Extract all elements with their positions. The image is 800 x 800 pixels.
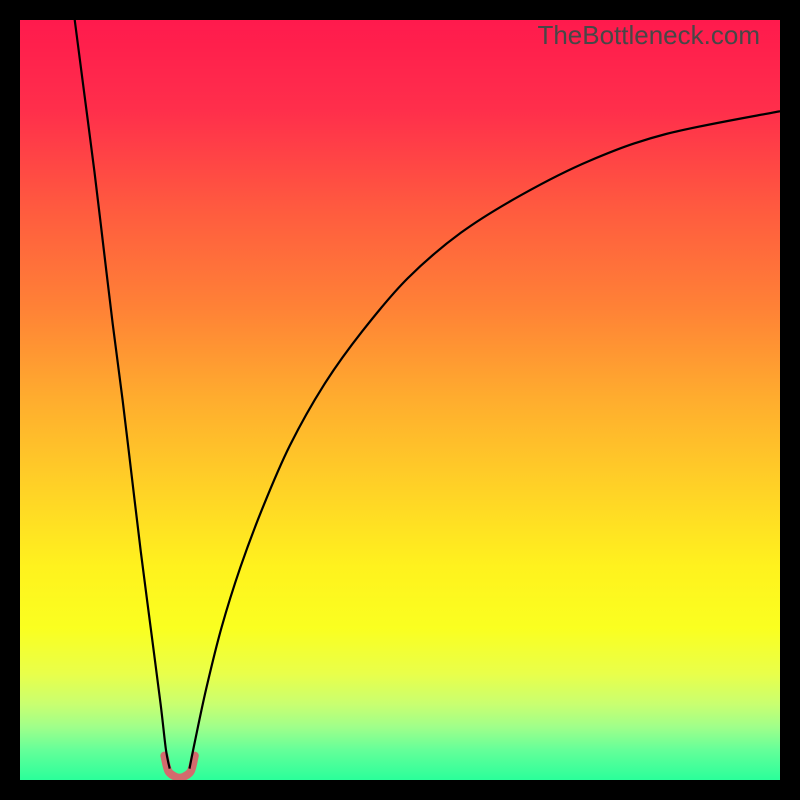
plot-area: [20, 20, 780, 780]
curve-layer: [20, 20, 780, 780]
left-branch: [75, 20, 170, 769]
watermark-text: TheBottleneck.com: [537, 20, 760, 51]
chart-frame: TheBottleneck.com: [0, 0, 800, 800]
right-branch: [189, 111, 780, 768]
